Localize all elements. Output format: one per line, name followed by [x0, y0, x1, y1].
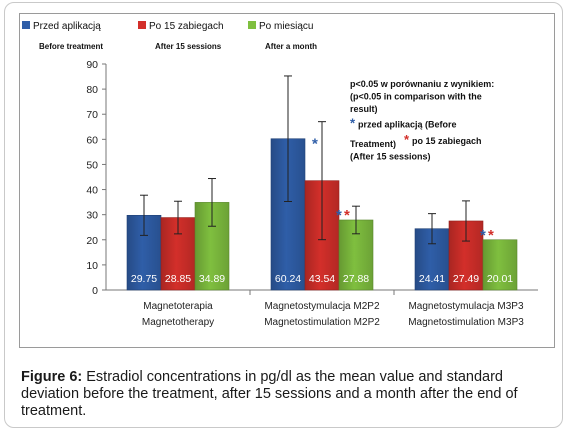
x-tick-label: Magnetoterapia [143, 301, 213, 312]
y-tick-label: 90 [86, 59, 98, 71]
x-tick-label-en: Magnetostimulation M3P3 [408, 317, 524, 328]
annotation-line: p<0.05 w porównaniu z wynikiem: [350, 79, 494, 89]
annotation-marker-blue: * [350, 116, 356, 131]
legend-swatch [248, 21, 256, 29]
y-tick-label: 30 [86, 210, 98, 222]
y-tick-label: 40 [86, 185, 98, 197]
data-label: 29.75 [131, 273, 157, 285]
significance-marker: * [488, 227, 494, 244]
data-label: 28.85 [165, 273, 191, 285]
legend-swatch [138, 21, 146, 29]
x-tick-label: Magnetostymulacja M2P2 [264, 301, 379, 312]
legend-label: Przed aplikacją [33, 21, 101, 32]
legend-label-en: Before treatment [39, 42, 103, 51]
bar [482, 239, 518, 291]
bar-chart: Przed aplikacją Before treatment Po 15 zab… [22, 21, 538, 328]
chart-container: Przed aplikacją Before treatment Po 15 zab… [19, 13, 555, 348]
annotation-line: Treatment) [350, 139, 396, 149]
figure-caption: Figure 6: Estradiol concentrations in pg… [21, 369, 551, 420]
x-tick-label-en: Magnetostimulation M2P2 [264, 317, 380, 328]
y-tick-label: 60 [86, 134, 98, 146]
annotation-line: (After 15 sessions) [350, 152, 431, 162]
significance-marker: * [480, 227, 486, 244]
y-tick-label: 70 [86, 109, 98, 121]
data-label: 27.88 [343, 273, 369, 285]
y-tick-label: 0 [92, 285, 98, 297]
data-label: 60.24 [275, 273, 301, 285]
significance-marker: * [312, 136, 318, 153]
legend-swatch [22, 21, 30, 29]
significance-marker: * [344, 207, 350, 224]
y-tick-label: 20 [86, 235, 98, 247]
y-tick-label: 10 [86, 260, 98, 272]
annotation-line: (p<0.05 in comparison with the [350, 92, 482, 102]
legend-label: Po 15 zabiegach [149, 21, 224, 32]
legend-label-en: After a month [265, 42, 317, 51]
legend-label: Po miesiącu [259, 21, 313, 32]
x-tick-label-en: Magnetotherapy [142, 317, 214, 328]
data-label: 34.89 [199, 273, 225, 285]
data-label: 24.41 [419, 273, 445, 285]
data-label: 20.01 [487, 273, 513, 285]
caption-text: Estradiol concentrations in pg/dl as the… [21, 369, 518, 419]
x-tick-label: Magnetostymulacja M3P3 [408, 301, 523, 312]
data-label: 43.54 [309, 273, 335, 285]
y-tick-label: 80 [86, 84, 98, 96]
y-tick-label: 50 [86, 159, 98, 171]
annotation-line: result) [350, 104, 378, 114]
significance-marker: * [336, 207, 342, 224]
legend-label-en: After 15 sessions [155, 42, 222, 51]
caption-label: Figure 6: [21, 369, 83, 385]
data-label: 27.49 [453, 273, 479, 285]
annotation-line: po 15 zabiegach [412, 136, 482, 146]
annotation-line: przed aplikacją (Before [358, 120, 457, 130]
figure-frame: Przed aplikacją Before treatment Po 15 zab… [4, 2, 563, 428]
annotation-marker-red: * [404, 132, 410, 147]
